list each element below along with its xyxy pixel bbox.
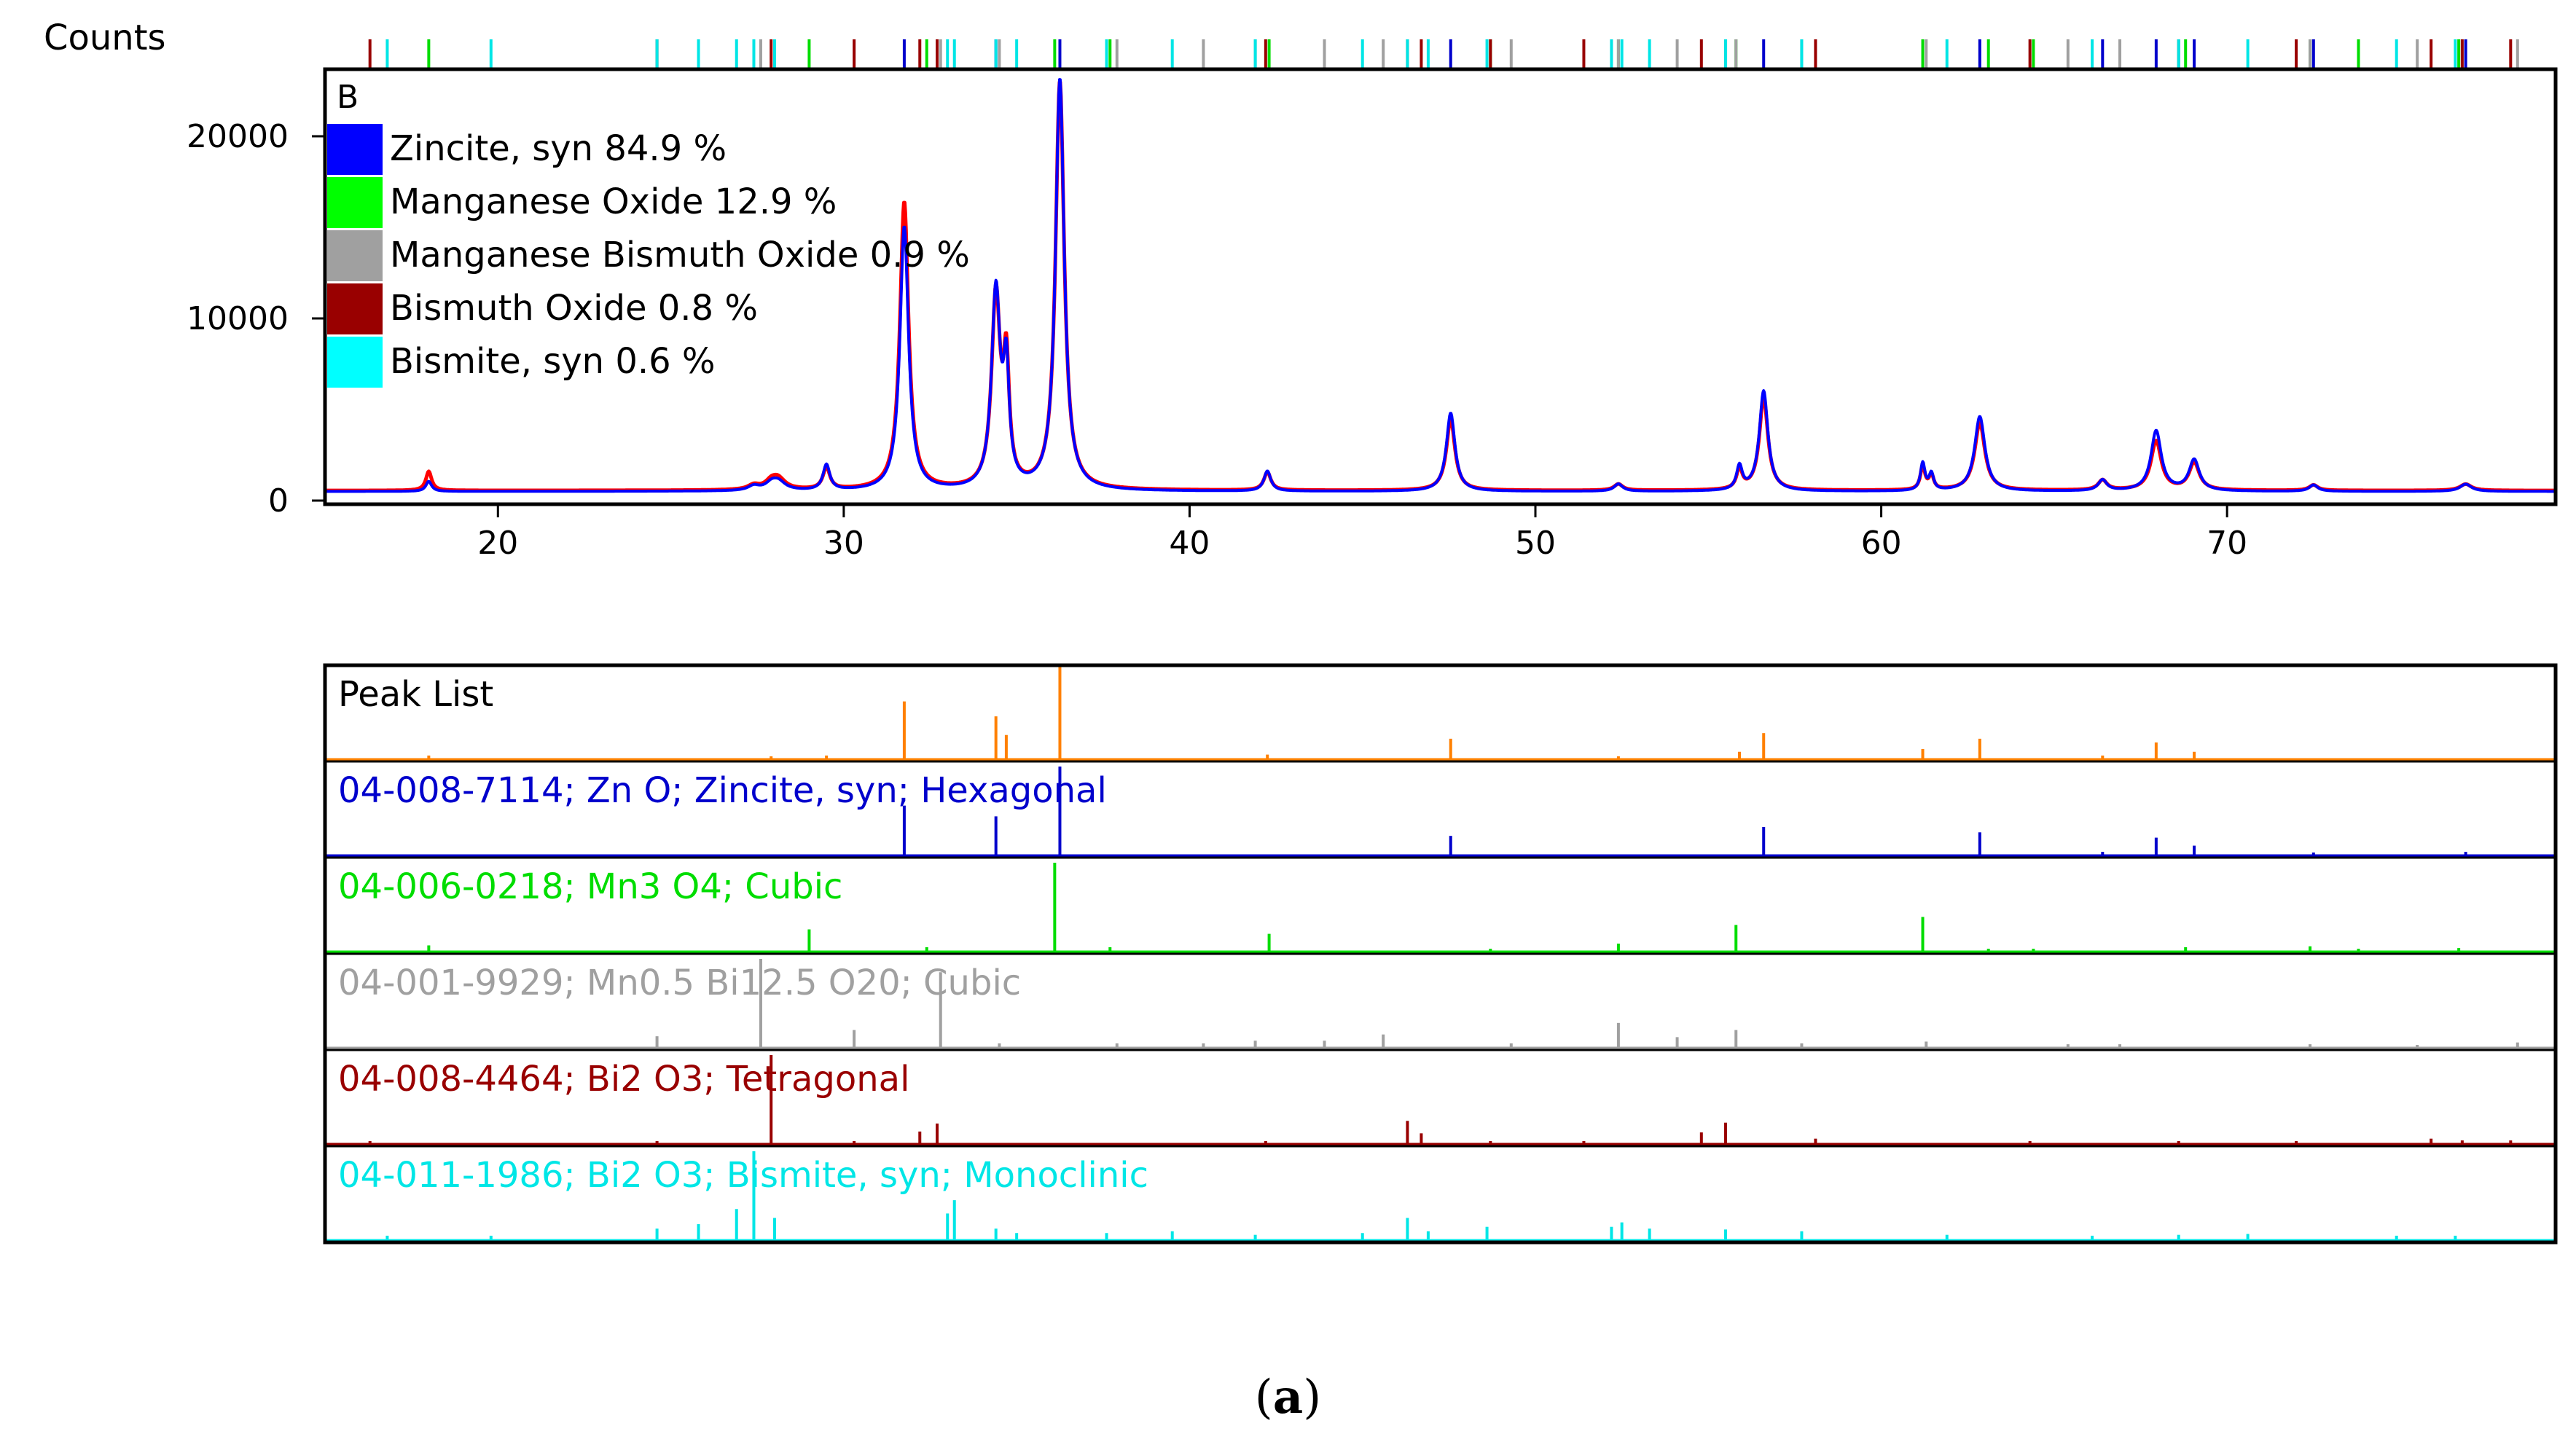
- axes: 20 30 40 50 60 70 0 10000 20000: [187, 118, 2247, 562]
- x-tick-label: 60: [1861, 525, 1902, 562]
- x-tick-label: 40: [1169, 525, 1210, 562]
- reference-panel-4: 04-008-4464; Bi2 O3; Tetragonal: [325, 1049, 2556, 1145]
- pattern-line-1: [324, 78, 2556, 493]
- panel-label: 04-001-9929; Mn0.5 Bi12.5 O20; Cubic: [338, 963, 1021, 1003]
- legend: Zincite, syn 84.9 % Manganese Oxide 12.9 …: [327, 124, 970, 388]
- reference-panel-0: Peak List: [325, 666, 2556, 761]
- xrd-pattern-plot: Counts 20 30 40 50 60 70 0 10000 20000 B Zincite…: [44, 17, 2558, 562]
- legend-label: Zincite, syn 84.9 %: [390, 128, 727, 169]
- legend-swatch: [327, 177, 383, 228]
- y-tick-label: 10000: [187, 300, 289, 337]
- figure-caption: (a): [1254, 1370, 1322, 1425]
- legend-swatch: [327, 337, 383, 388]
- panel-label: B: [337, 79, 359, 116]
- reference-panel-2: 04-006-0218; Mn3 O4; Cubic: [325, 856, 2556, 953]
- legend-swatch: [327, 124, 383, 175]
- reference-pattern-panels: Peak List 04-008-7114; Zn O; Zincite, syn…: [323, 663, 2558, 1245]
- panel-label: Peak List: [338, 674, 493, 715]
- reference-panel-1: 04-008-7114; Zn O; Zincite, syn; Hexagon…: [325, 760, 2556, 857]
- plot-frame: [323, 67, 2558, 506]
- reference-panel-3: 04-001-9929; Mn0.5 Bi12.5 O20; Cubic: [325, 952, 2556, 1049]
- x-tick-label: 30: [823, 525, 864, 562]
- y-tick-label: 20000: [187, 118, 289, 155]
- legend-label: Manganese Bismuth Oxide 0.9 %: [390, 235, 970, 275]
- pattern-traces: [324, 78, 2556, 493]
- legend-label: Manganese Oxide 12.9 %: [390, 181, 837, 222]
- x-tick-label: 50: [1515, 525, 1556, 562]
- legend-swatch: [327, 230, 383, 281]
- reference-tick-strip: [368, 39, 2519, 68]
- panel-label: 04-011-1986; Bi2 O3; Bismite, syn; Monoc…: [338, 1155, 1148, 1196]
- y-axis-label: Counts: [44, 17, 166, 58]
- panel-label: 04-008-7114; Zn O; Zincite, syn; Hexagon…: [338, 770, 1107, 811]
- legend-label: Bismuth Oxide 0.8 %: [390, 288, 758, 329]
- reference-panel-5: 04-011-1986; Bi2 O3; Bismite, syn; Monoc…: [325, 1145, 2556, 1242]
- y-tick-label: 0: [268, 482, 289, 520]
- x-tick-label: 70: [2207, 525, 2247, 562]
- legend-label: Bismite, syn 0.6 %: [390, 341, 716, 382]
- x-tick-label: 20: [477, 525, 518, 562]
- panel-label: 04-008-4464; Bi2 O3; Tetragonal: [338, 1059, 909, 1100]
- legend-swatch: [327, 283, 383, 334]
- panel-label: 04-006-0218; Mn3 O4; Cubic: [338, 866, 842, 907]
- panels-frame: [323, 663, 2558, 1245]
